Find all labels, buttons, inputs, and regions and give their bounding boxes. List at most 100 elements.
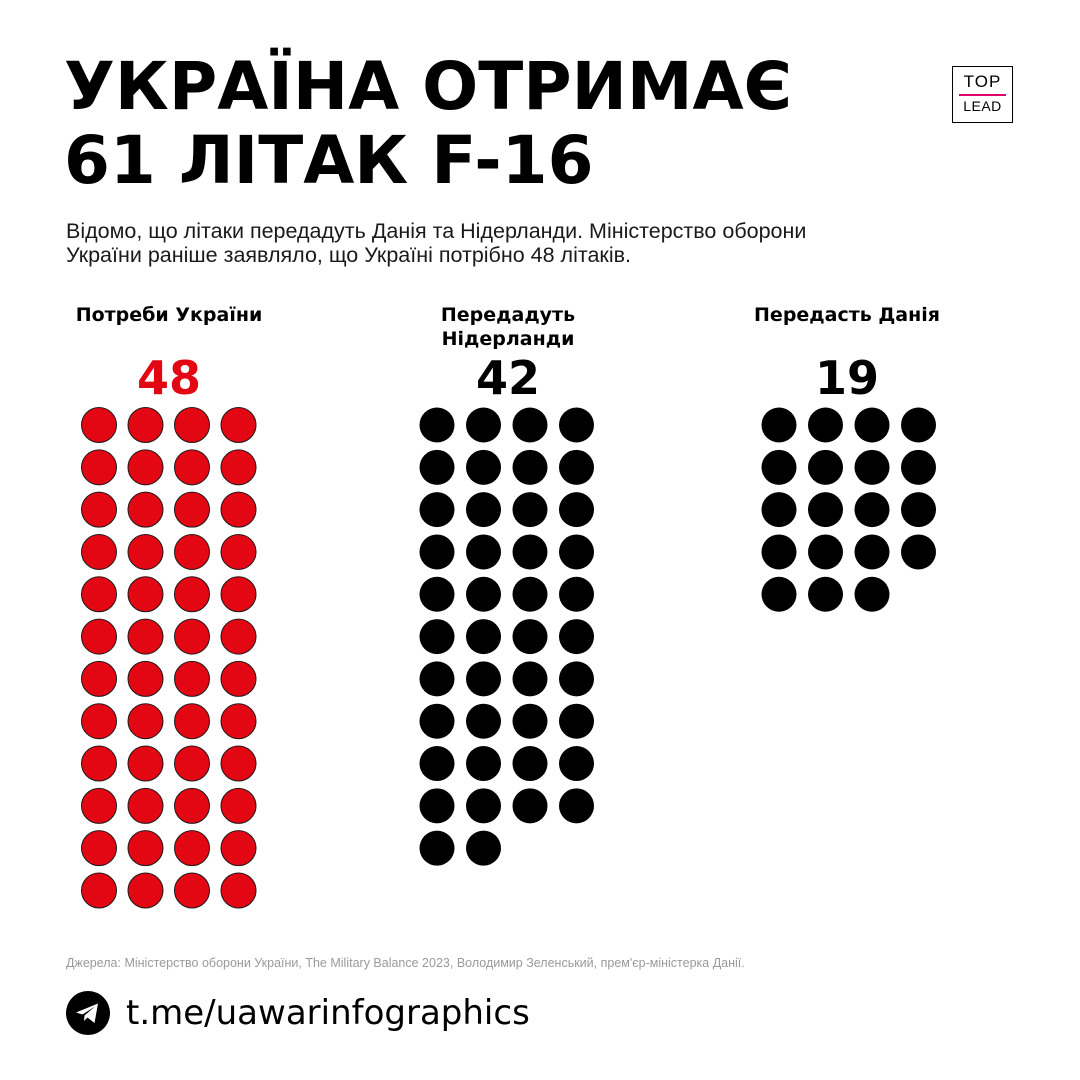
telegram-link[interactable]: t.me/uawarinfographics [126,993,530,1033]
plane-dot [81,407,117,443]
plane-dot [901,449,936,485]
plane-dot [559,703,594,739]
plane-dot [808,534,843,570]
plane-dot [127,491,164,528]
plane-dot [901,492,936,528]
plane-dot [761,492,797,528]
column-3: Передасть Данія 19 [754,304,940,612]
plane-dot [81,872,117,909]
plane-dot [512,534,548,570]
plane-dot [220,830,257,867]
plane-dot [174,449,210,486]
plane-dot [466,492,501,528]
page-title: УКРАЇНА ОТРИМАЄ 61 ЛІТАК F-16 [64,50,944,198]
plane-dot [559,661,594,697]
plane-dot [127,407,164,443]
plane-dot [512,788,548,824]
column-label: Передасть Данія [754,304,940,326]
column-label: Потреби України [76,304,263,326]
plane-dot [854,492,890,528]
logo-divider [959,94,1006,96]
plane-dot [512,619,548,655]
plane-dot [854,449,890,485]
plane-dot [174,576,210,613]
plane-dot [127,872,164,909]
column-value: 19 [815,351,879,405]
plane-dot [220,491,257,528]
plane-dot [127,449,164,486]
plane-dot [512,576,548,612]
column-label: Нідерланди [442,328,575,350]
plane-dot [559,449,594,485]
plane-dot [220,407,257,443]
plane-dot [81,745,117,782]
column-value: 48 [137,351,201,405]
plane-dot [808,492,843,528]
plane-dot [808,576,843,612]
plane-dot [220,787,257,824]
plane-dot [81,618,117,655]
column-label: Передадуть [441,304,575,326]
plane-dot [854,407,890,443]
plane-dot [220,576,257,613]
plane-dot [174,787,210,824]
plane-dot [559,788,594,824]
plane-dot [419,746,455,782]
plane-dot [81,787,117,824]
plane-dot [512,492,548,528]
plane-dot [901,407,936,443]
plane-dot [220,660,257,697]
plane-dot [559,619,594,655]
plane-dot [127,533,164,570]
logo-bottom-text: LEAD [963,97,1002,114]
plane-dot [761,534,797,570]
plane-dot [808,449,843,485]
plane-dot [559,576,594,612]
plane-dot [127,618,164,655]
plane-dot [419,534,455,570]
plane-dot [512,661,548,697]
plane-dot [466,788,501,824]
plane-dot [81,576,117,613]
plane-dot [808,407,843,443]
subtitle-line-1: Відомо, що літаки передадуть Данія та Ні… [66,219,807,243]
plane-dot [220,533,257,570]
plane-dot [466,619,501,655]
plane-dot [127,830,164,867]
plane-dot [512,407,548,443]
plane-dot [127,703,164,740]
plane-dot [419,703,455,739]
plane-dot [174,745,210,782]
plane-dot [466,534,501,570]
plane-dot [559,534,594,570]
logo-top-text: TOP [963,72,1002,91]
column-1: Потреби України 48 [76,304,263,909]
plane-dot [559,407,594,443]
plane-dot [854,576,890,612]
plane-dot [901,534,936,570]
plane-dot [174,703,210,740]
plane-dot [174,618,210,655]
plane-dot [512,746,548,782]
plane-dot [466,576,501,612]
plane-dot [127,576,164,613]
plane-dot [220,872,257,909]
toplead-logo: TOP LEAD [952,66,1013,123]
pictogram-chart: Потреби України48ПередадутьНідерланди42П… [76,304,940,909]
plane-dot [220,745,257,782]
plane-dot [761,407,797,443]
plane-dot [761,449,797,485]
plane-dot [419,576,455,612]
plane-dot [419,492,455,528]
footer: t.me/uawarinfographics [66,990,530,1036]
plane-dot [419,449,455,485]
plane-dot [419,407,455,443]
plane-dot [174,533,210,570]
plane-dot [174,872,210,909]
subtitle: Відомо, що літаки передадуть Данія та Ні… [66,219,1026,267]
subtitle-line-2: України раніше заявляло, що Україні потр… [66,243,632,267]
plane-dot [220,703,257,740]
plane-dot [127,745,164,782]
plane-dot [220,449,257,486]
